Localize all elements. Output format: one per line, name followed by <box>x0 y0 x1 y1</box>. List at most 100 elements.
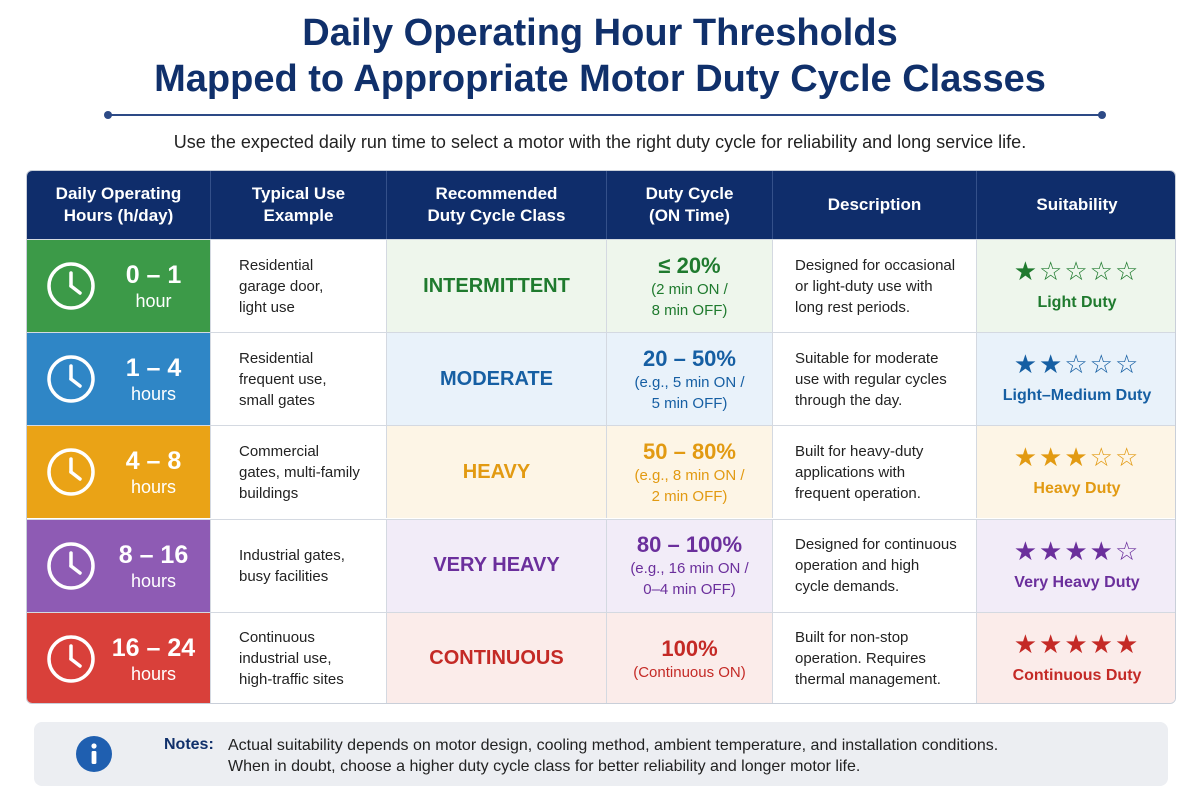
star-filled-icon: ★ <box>1064 443 1090 474</box>
suitability-label: Light–Medium Duty <box>1002 387 1152 405</box>
star-filled-icon: ★ <box>1039 536 1065 567</box>
use-line: Continuous <box>239 629 315 647</box>
hours-unit: hours <box>130 477 177 498</box>
duty-cycle-detail: (e.g., 5 min ON / <box>634 373 745 391</box>
star-empty-icon: ☆ <box>1089 443 1115 474</box>
duty-class: VERY HEAVY <box>387 519 607 612</box>
column-header-line: Recommended <box>435 184 558 203</box>
star-empty-icon: ☆ <box>1089 350 1115 381</box>
star-empty-icon: ☆ <box>1089 257 1115 287</box>
suitability-cell: ★★☆☆☆ Light–Medium Duty <box>977 333 1175 426</box>
use-line: light use <box>239 298 295 316</box>
table-row: 4 – 8 hours Commercial gates, multi-family b… <box>27 425 1175 519</box>
hours-range: 16 – 24 <box>111 633 196 662</box>
star-filled-icon: ★ <box>1039 629 1065 660</box>
column-header-line: Daily Operating <box>55 184 182 203</box>
column-header-line: Description <box>827 195 922 214</box>
duty-cycle-value: ≤ 20% <box>658 252 721 278</box>
description-cell: Suitable for moderate use with regular cy… <box>773 333 977 426</box>
star-rating: ★★☆☆☆ <box>1014 350 1141 380</box>
star-empty-icon: ☆ <box>1039 257 1065 287</box>
star-empty-icon: ☆ <box>1114 536 1141 567</box>
suitability-cell: ★★★☆☆ Heavy Duty <box>977 426 1175 519</box>
use-cell: Commercial gates, multi-family buildings <box>211 426 387 519</box>
hours-unit: hours <box>130 663 177 684</box>
suitability-label: Heavy Duty <box>1033 480 1121 498</box>
duty-cycle-detail: (Continuous ON) <box>633 663 746 681</box>
description-line: operation. Requires <box>795 650 926 668</box>
duty-class: MODERATE <box>387 333 607 426</box>
use-line: Residential <box>239 349 314 367</box>
star-empty-icon: ☆ <box>1114 350 1141 381</box>
page-title-line-1: Daily Operating Hour Thresholds <box>302 12 898 54</box>
column-header-line: Example <box>263 206 334 225</box>
description-cell: Designed for continuous operation and hig… <box>773 519 977 612</box>
hours-range: 0 – 1 <box>125 261 182 289</box>
duty-cycle-cell: 100% (Continuous ON) <box>607 612 773 703</box>
star-filled-icon: ★ <box>1064 536 1090 567</box>
notes-line: When in doubt, choose a higher duty cycl… <box>228 758 861 775</box>
star-filled-icon: ★ <box>1039 443 1065 474</box>
suitability-cell: ★★★★★ Continuous Duty <box>977 612 1175 703</box>
hours-range: 8 – 16 <box>118 540 189 569</box>
star-rating: ★★★★☆ <box>1014 537 1141 567</box>
description-line: applications with <box>795 463 906 481</box>
star-filled-icon: ★ <box>1039 350 1065 381</box>
use-line: Commercial <box>239 442 320 460</box>
star-filled-icon: ★ <box>1089 629 1115 660</box>
description-line: thermal management. <box>795 671 941 689</box>
star-rating: ★☆☆☆☆ <box>1014 257 1141 287</box>
duty-cycle-detail: (2 min ON / <box>651 280 728 298</box>
page-header: Daily Operating Hour Thresholds Mapped t… <box>0 10 1200 102</box>
column-header-line: Typical Use <box>251 184 346 203</box>
notes-line: Actual suitability depends on motor desi… <box>228 737 999 754</box>
use-line: small gates <box>239 391 315 409</box>
hours-cell: 1 – 4 hours <box>27 333 211 426</box>
description-line: or light-duty use with <box>795 277 933 295</box>
use-line: busy facilities <box>239 567 329 585</box>
description-line: use with regular cycles <box>795 370 947 388</box>
clock-icon <box>47 355 95 403</box>
description-line: frequent operation. <box>795 484 921 502</box>
description-line: Suitable for moderate <box>795 349 939 367</box>
suitability-label: Very Heavy Duty <box>1014 573 1140 591</box>
info-icon <box>76 736 112 772</box>
star-filled-icon: ★ <box>1064 629 1090 660</box>
star-empty-icon: ☆ <box>1114 257 1141 287</box>
use-line: high-traffic sites <box>239 671 344 689</box>
suitability-label: Light Duty <box>1037 294 1117 311</box>
table-row: 1 – 4 hours Residential frequent use, small … <box>27 332 1175 426</box>
description-line: long rest periods. <box>795 298 911 316</box>
suitability-label: Continuous Duty <box>1012 666 1142 684</box>
description-cell: Designed for occasional or light-duty use… <box>773 240 977 332</box>
use-line: Industrial gates, <box>239 546 345 564</box>
table-row: 8 – 16 hours Industrial gates, busy facilit… <box>27 518 1175 612</box>
star-filled-icon: ★ <box>1013 257 1040 287</box>
hours-unit: hour <box>135 291 172 311</box>
description-line: Built for non-stop <box>795 629 909 647</box>
use-cell: Residential frequent use, small gates <box>211 333 387 426</box>
use-line: garage door, <box>239 277 324 295</box>
duty-class: CONTINUOUS <box>387 612 607 703</box>
duty-cycle-detail: 2 min OFF) <box>651 487 728 505</box>
hours-range: 1 – 4 <box>125 354 182 383</box>
use-line: Residential <box>239 256 314 274</box>
clock-icon <box>47 541 95 590</box>
title-divider <box>104 111 1106 119</box>
star-rating: ★★★☆☆ <box>1014 443 1141 473</box>
duty-cycle-detail: (e.g., 8 min ON / <box>634 466 745 484</box>
duty-cycle-cell: 50 – 80% (e.g., 8 min ON / 2 min OFF) <box>607 426 773 519</box>
column-header-line: Duty Cycle <box>645 184 734 203</box>
use-line: frequent use, <box>239 370 327 388</box>
use-line: buildings <box>239 484 299 502</box>
hours-cell: 4 – 8 hours <box>27 426 211 519</box>
hours-cell: 16 – 24 hours <box>27 612 211 703</box>
table-row: 16 – 24 hours Continuous industrial use, hig… <box>27 611 1175 703</box>
notes-text: Actual suitability depends on motor desi… <box>228 735 998 777</box>
column-header-description: Description <box>773 171 977 239</box>
column-header-hours: Daily Operating Hours (h/day) <box>27 171 211 239</box>
star-filled-icon: ★ <box>1013 536 1040 567</box>
clock-icon <box>47 635 95 683</box>
suitability-cell: ★★★★☆ Very Heavy Duty <box>977 519 1175 612</box>
duty-cycle-cell: ≤ 20% (2 min ON / 8 min OFF) <box>607 240 773 332</box>
